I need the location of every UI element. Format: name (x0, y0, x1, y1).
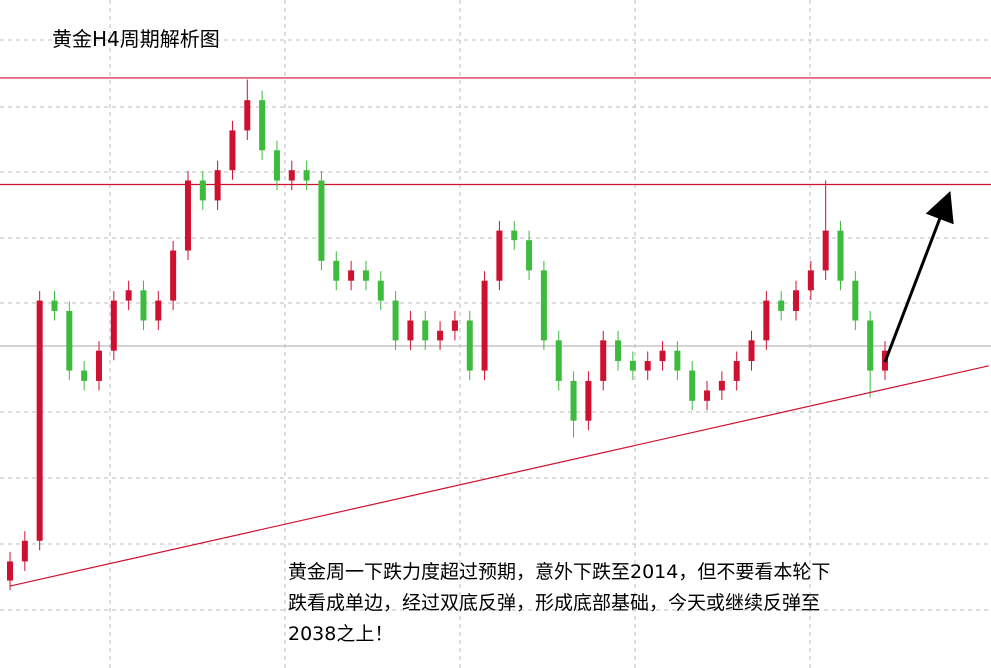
candle-body (333, 260, 340, 281)
candle-body (66, 310, 73, 371)
candle-body (674, 350, 681, 371)
candle-body (585, 380, 592, 421)
candle-body (778, 300, 785, 311)
candle-body (659, 350, 666, 362)
candle-body (629, 361, 636, 371)
candle-body (451, 320, 458, 331)
candle-body (229, 130, 236, 171)
candle-body (748, 340, 755, 362)
candle-body (615, 340, 622, 362)
candle-body (822, 230, 829, 271)
annotation: 2038之上！ (288, 623, 393, 645)
candle-body (170, 250, 177, 301)
candle-body (362, 270, 369, 281)
candle-body (95, 350, 102, 381)
candle-body (763, 300, 770, 341)
candle-body (273, 150, 280, 181)
candle-body (21, 540, 28, 562)
candle-body (437, 330, 444, 341)
candle-body (555, 340, 562, 381)
candle-body (51, 300, 58, 311)
candle-body (644, 361, 651, 371)
candle-body (214, 170, 221, 201)
candle-body (540, 270, 547, 341)
candle-body (259, 100, 266, 151)
candle-body (511, 230, 518, 241)
candle-body (155, 300, 162, 321)
candles (0, 77, 991, 591)
candle-body (422, 320, 429, 341)
candle-body (244, 100, 251, 131)
candle-body (184, 180, 191, 251)
candle-body (318, 180, 325, 261)
candle-body (125, 290, 132, 301)
candle-body (807, 270, 814, 291)
candle-body (718, 380, 725, 391)
candle-body (377, 280, 384, 301)
candle-body (689, 370, 696, 401)
candle-body (733, 361, 740, 381)
candle-body (466, 320, 473, 371)
candle-body (852, 280, 859, 321)
candle-body (7, 561, 13, 581)
candle-body (704, 390, 711, 401)
candle-body (481, 280, 488, 371)
candle-body (407, 320, 414, 341)
candle-body (867, 320, 874, 371)
candle-body (303, 170, 310, 181)
candle-body (140, 290, 147, 321)
candle-body (110, 300, 117, 351)
trend-line (9, 365, 989, 587)
candle-body (600, 340, 607, 381)
candle-body (36, 300, 43, 541)
candle-body (199, 180, 206, 201)
candle-body (526, 240, 533, 271)
arrow (883, 190, 954, 363)
chart-title: 黄金H4周期解析图 (52, 27, 220, 51)
annotation: 跌看成单边，经过双底反弹，形成底部基础，今天或继续反弹至 (288, 592, 820, 614)
candle-body (81, 370, 88, 381)
candle-body (392, 300, 399, 341)
candle-body (793, 290, 800, 311)
candle-body (570, 380, 577, 421)
candle-body (837, 230, 844, 281)
candle-body (288, 170, 295, 181)
candle-body (348, 270, 355, 281)
annotation: 黄金周一下跌力度超过预期，意外下跌至2014，但不要看本轮下 (288, 561, 830, 583)
candle-body (496, 230, 503, 281)
